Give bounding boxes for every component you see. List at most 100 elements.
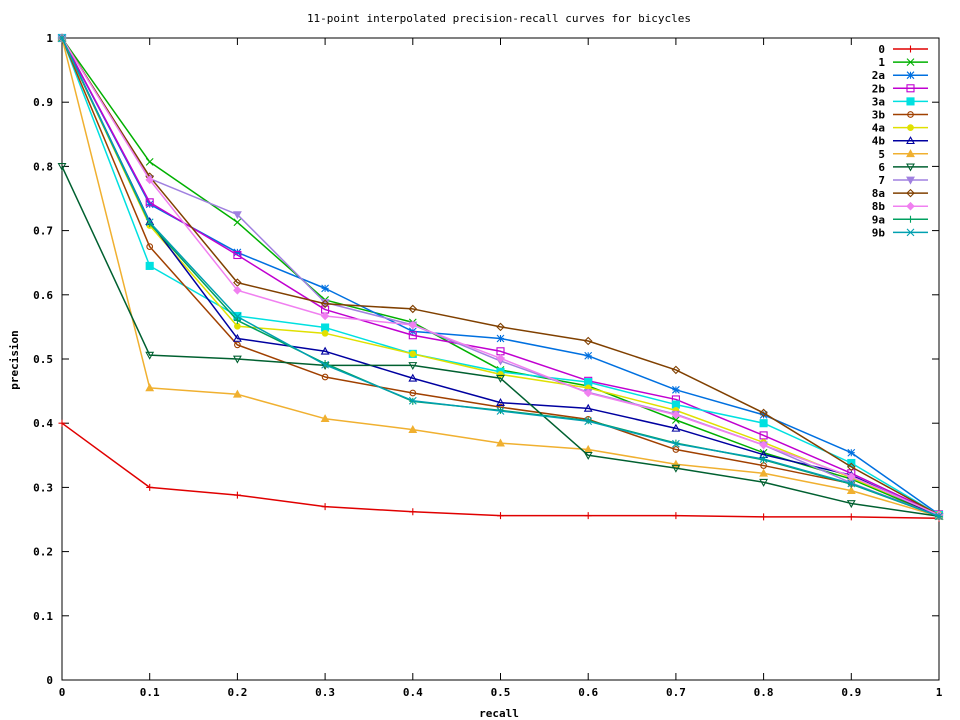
data-point-marker	[671, 365, 681, 375]
legend-label: 4a	[872, 122, 885, 135]
x-tick-label: 0.4	[403, 686, 423, 699]
data-point-marker	[145, 198, 154, 207]
data-point-marker	[907, 111, 914, 118]
data-point-marker	[145, 175, 154, 185]
data-point-marker	[320, 299, 330, 309]
legend-label: 8a	[872, 187, 885, 200]
data-point-marker	[906, 201, 915, 211]
data-point-marker	[672, 446, 680, 453]
data-point-marker	[906, 163, 915, 172]
data-point-marker	[847, 513, 855, 521]
data-point-marker	[496, 334, 505, 343]
data-point-marker	[672, 416, 680, 424]
x-tick-label: 0.9	[841, 686, 861, 699]
data-point-marker	[935, 512, 943, 521]
data-point-marker	[232, 389, 242, 398]
data-point-marker	[408, 331, 417, 340]
data-point-marker	[583, 451, 593, 460]
x-tick-label: 0.7	[666, 686, 686, 699]
legend-label: 5	[878, 148, 885, 161]
series-6	[57, 163, 944, 521]
chart-title: 11-point interpolated precision-recall c…	[307, 12, 691, 25]
data-point-marker	[321, 503, 329, 511]
y-tick-label: 0.2	[33, 546, 53, 559]
data-point-marker	[847, 479, 856, 488]
data-point-marker	[496, 438, 505, 447]
data-point-marker	[759, 410, 768, 419]
legend-label: 7	[878, 174, 885, 187]
data-point-marker	[408, 373, 418, 382]
legend-item-2b: 2b	[872, 82, 928, 95]
series-line-6	[61, 166, 940, 518]
legend-label: 0	[878, 43, 885, 56]
legend-label: 2a	[872, 69, 885, 82]
data-point-marker	[846, 500, 856, 509]
data-point-marker	[583, 336, 593, 346]
data-point-marker	[408, 396, 417, 405]
data-point-marker	[234, 322, 241, 330]
y-tick-label: 0.9	[33, 96, 53, 109]
data-point-marker	[145, 158, 154, 166]
legend-item-6: 6	[878, 161, 928, 174]
data-point-marker	[759, 455, 768, 464]
legend-label: 4b	[872, 135, 886, 148]
data-point-marker	[907, 124, 914, 131]
data-point-marker	[320, 311, 330, 321]
legend-item-8b: 8b	[872, 200, 928, 213]
data-point-marker	[58, 34, 66, 42]
data-point-marker	[145, 351, 155, 360]
legend-item-1: 1	[878, 56, 928, 69]
legend-label: 2b	[872, 82, 886, 95]
data-point-marker	[584, 512, 592, 520]
data-point-marker	[906, 228, 915, 237]
data-point-marker	[584, 351, 593, 360]
data-point-marker	[321, 373, 329, 381]
data-point-marker	[847, 462, 856, 472]
y-tick-label: 0.5	[33, 353, 53, 366]
legend-label: 8b	[872, 200, 886, 213]
data-point-marker	[145, 218, 154, 227]
data-point-marker	[583, 388, 593, 398]
data-point-marker	[409, 350, 417, 358]
data-point-marker	[233, 286, 242, 295]
y-tick-label: 0.3	[33, 481, 53, 494]
data-point-marker	[760, 513, 768, 521]
legend-item-9a: 9a	[872, 213, 928, 226]
data-point-marker	[58, 419, 66, 427]
legend-label: 3b	[872, 109, 886, 122]
series-line-2b	[61, 37, 940, 516]
data-point-marker	[146, 483, 154, 491]
data-point-marker	[671, 410, 681, 420]
x-axis-label: recall	[479, 707, 519, 720]
data-point-marker	[584, 417, 593, 426]
y-axis-label: precision	[8, 330, 21, 390]
data-point-marker	[146, 243, 154, 250]
data-point-marker	[320, 414, 330, 423]
series-9b	[58, 34, 943, 521]
y-tick-label: 0	[46, 674, 53, 687]
data-point-marker	[321, 329, 329, 337]
data-point-marker	[846, 485, 856, 494]
data-point-marker	[906, 136, 915, 145]
data-point-marker	[759, 419, 768, 428]
legend-item-3a: 3a	[872, 95, 928, 108]
data-point-marker	[57, 163, 67, 172]
data-point-marker	[671, 464, 681, 473]
data-point-marker	[906, 188, 915, 198]
legend-label: 9b	[872, 226, 886, 239]
data-point-marker	[145, 261, 154, 270]
data-point-marker	[906, 176, 915, 185]
data-point-marker	[409, 508, 417, 516]
data-point-marker	[759, 468, 769, 477]
data-point-marker	[145, 200, 154, 209]
data-point-marker	[496, 374, 505, 383]
data-point-marker	[233, 250, 242, 260]
data-point-marker	[321, 360, 329, 369]
data-point-marker	[497, 512, 504, 520]
series-8b	[57, 33, 944, 520]
data-point-marker	[496, 398, 505, 407]
data-point-marker	[408, 320, 418, 330]
x-tick-label: 0.2	[227, 686, 247, 699]
